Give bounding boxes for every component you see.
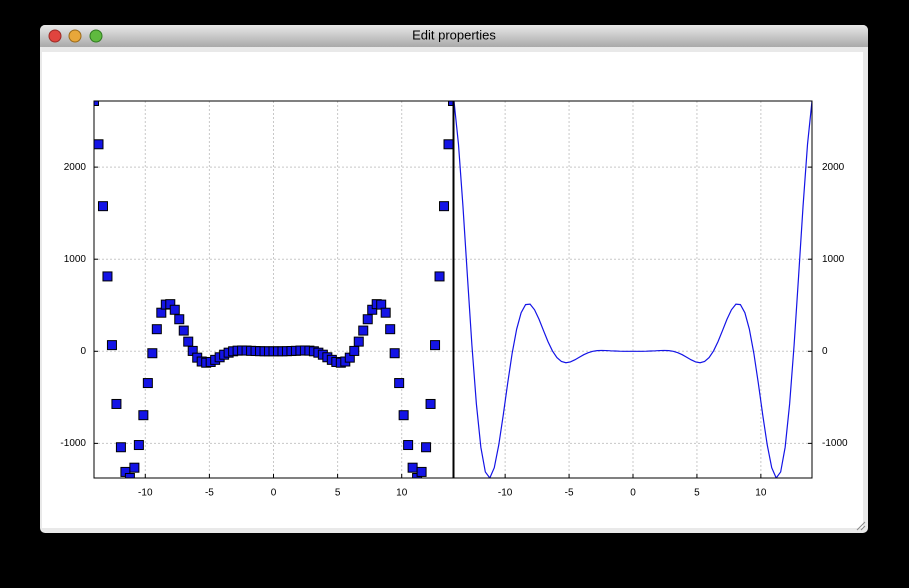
marker [106,340,117,351]
y-tick-label: 1000 [64,254,87,265]
marker [97,201,108,212]
plot-panel: -10 -5 0 5 10 -1000 0 1000 2000 [60,100,454,499]
x-tick-label: -10 [498,488,513,499]
marker [389,348,400,359]
marker [403,440,414,451]
marker [394,378,405,389]
marker [358,325,369,336]
x-tick-label: -5 [205,488,214,499]
x-tick-label: 10 [755,488,767,499]
x-tick-label: 0 [630,488,636,499]
close-button[interactable] [48,29,62,43]
marker [102,271,113,282]
marker [169,304,180,315]
y-tick-label: 0 [80,346,86,357]
marker [94,139,104,150]
marker [147,348,158,359]
marker [115,442,126,453]
y-tick-label: 0 [822,346,828,357]
x-tick-label: 0 [271,488,277,499]
x-tick-label: 5 [335,488,341,499]
marker [434,271,445,282]
marker [425,398,436,409]
marker [183,336,194,347]
marker [430,340,441,351]
x-tick-label: -10 [138,488,153,499]
marker [94,101,99,106]
zoom-button[interactable] [89,29,103,43]
y-tick-label: 2000 [64,162,87,173]
marker [174,314,185,325]
marker [178,325,189,336]
marker [385,324,396,335]
plots: -10 -5 0 5 10 -1000 0 1000 2000 -10 -5 0 5 10 -1000 0 10… [60,100,848,499]
x-tick-label: 5 [694,488,700,499]
marker [443,139,453,150]
line [454,101,812,478]
marker [439,201,450,212]
minimize-button[interactable] [68,29,82,43]
data-layer [94,101,453,478]
marker [380,307,391,318]
x-tick-label: 10 [396,488,408,499]
marker [129,462,140,473]
marker [398,410,409,421]
marker [133,440,144,451]
y-tick-label: -1000 [822,438,848,449]
y-tick-label: 1000 [822,254,845,265]
marker [407,462,418,473]
marker [142,378,153,389]
marker [138,410,149,421]
marker [448,101,453,106]
marker [416,466,427,477]
window-title: Edit properties [412,27,496,42]
marker [111,398,122,409]
marker [124,473,135,478]
title-bar [40,25,868,47]
y-tick-label: -1000 [60,438,86,449]
x-tick-label: -5 [565,488,574,499]
marker [421,442,432,453]
data-layer [454,101,812,478]
marker [362,314,373,325]
marker [353,336,364,347]
resize-grip[interactable] [856,521,866,531]
marker [151,324,162,335]
y-tick-label: 2000 [822,162,845,173]
marker [349,345,360,356]
